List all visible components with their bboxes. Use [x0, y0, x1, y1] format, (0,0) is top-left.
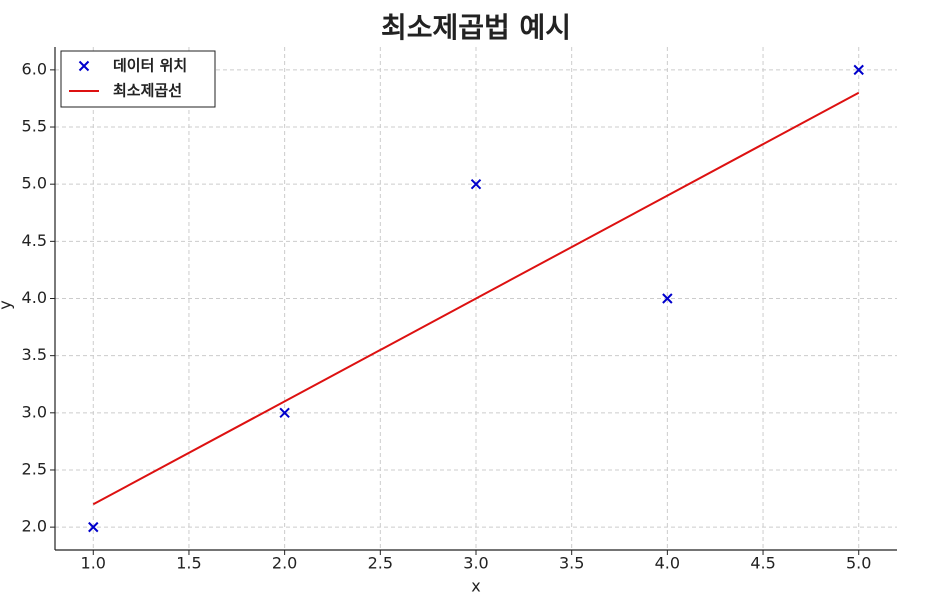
scatter-point: [279, 407, 290, 419]
legend-swatch: [78, 60, 90, 72]
y-tick-label: 3.5: [22, 345, 47, 364]
x-tick-label: 1.5: [176, 554, 201, 573]
x-tick-label: 4.5: [750, 554, 775, 573]
legend-label: 최소제곱선: [113, 82, 182, 100]
y-tick-label: 6.0: [22, 59, 47, 78]
x-tick-label: 4.0: [655, 554, 680, 573]
legend-label: 데이터 위치: [113, 57, 187, 75]
x-tick-label: 1.0: [81, 554, 106, 573]
y-tick-label: 2.5: [22, 459, 47, 478]
y-tick-label: 5.5: [22, 117, 47, 136]
scatter-point: [470, 178, 482, 190]
y-tick-label: 4.0: [22, 288, 47, 307]
y-tick-label: 2.0: [22, 517, 47, 536]
x-tick-label: 2.5: [368, 554, 393, 573]
x-tick-label: 5.0: [846, 554, 871, 573]
scatter-point: [662, 293, 673, 304]
line: [92, 91, 860, 506]
legend-box: [60, 50, 216, 108]
x-tick-label: 3.5: [559, 554, 584, 573]
scatter-point: [88, 521, 99, 533]
y-tick-label: 4.5: [22, 231, 47, 250]
y-axis-label: y: [0, 300, 15, 309]
y-tick-label: 5.0: [22, 174, 47, 193]
x-tick-label: 3.0: [463, 554, 488, 573]
x-axis-label: x: [471, 577, 480, 596]
scatter-point: [853, 64, 864, 76]
y-tick-label: 3.0: [22, 402, 47, 421]
chart-title: 최소제곱법 예시: [381, 11, 571, 44]
x-tick-label: 2.0: [272, 554, 297, 573]
